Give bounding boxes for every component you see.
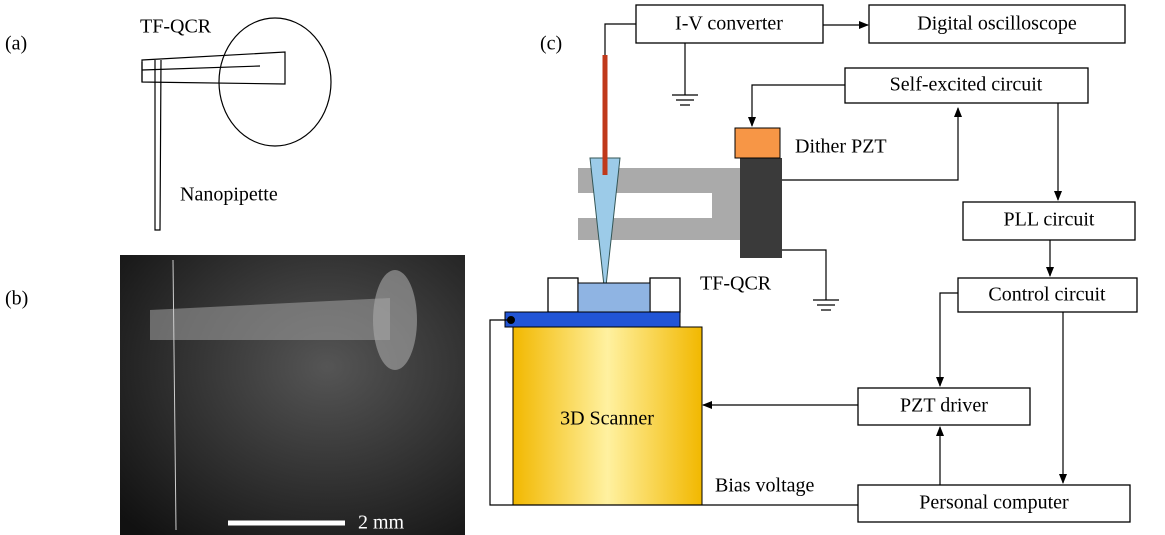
dither-pzt <box>735 128 780 158</box>
substrate <box>505 312 680 327</box>
box-label: 3D Scanner <box>560 408 654 430</box>
label: Bias voltage <box>715 475 815 497</box>
box-label: Digital oscilloscope <box>917 13 1077 35</box>
panel-label: (a) <box>5 33 27 55</box>
solution <box>578 283 650 312</box>
label: TF-QCR <box>140 16 212 38</box>
ground <box>672 43 698 105</box>
box-label: Personal computer <box>919 492 1069 514</box>
panel-label: (c) <box>540 33 562 55</box>
holder <box>548 278 578 312</box>
label: TF-QCR <box>700 273 772 295</box>
box-label: PZT driver <box>900 395 988 417</box>
photo-disc <box>373 270 417 370</box>
panel-label: (b) <box>5 288 28 310</box>
box-label: I-V converter <box>675 13 783 35</box>
prong-base <box>740 158 782 258</box>
arrow <box>940 293 958 386</box>
box-label: PLL circuit <box>1004 209 1095 231</box>
holder <box>650 278 680 312</box>
box-label: Self-excited circuit <box>890 74 1043 96</box>
ground <box>782 250 839 310</box>
box-label: Control circuit <box>988 284 1106 306</box>
figure: (a) TF-QCR Nanopipette (b) 2 mm (c) I-V … <box>0 0 1165 535</box>
contact <box>507 316 515 324</box>
wire <box>605 24 636 55</box>
arrow <box>752 85 845 126</box>
scale-label: 2 mm <box>358 512 405 534</box>
label: Dither PZT <box>795 136 887 158</box>
label: Nanopipette <box>180 184 278 206</box>
